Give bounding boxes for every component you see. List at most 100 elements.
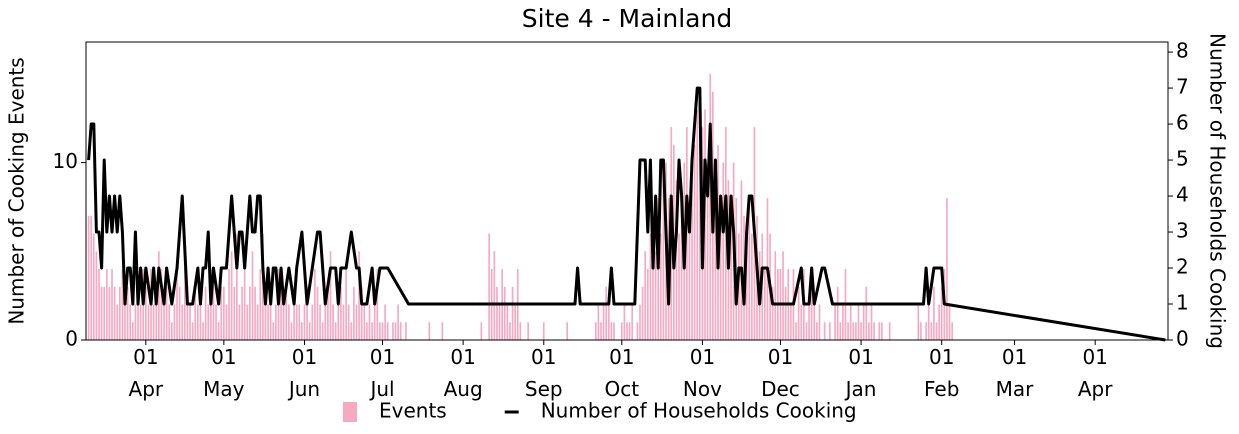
bar xyxy=(259,269,262,340)
bar xyxy=(795,322,797,340)
bar xyxy=(324,304,327,340)
y2-tick-label: 4 xyxy=(1176,183,1189,207)
bar xyxy=(204,286,207,340)
bar xyxy=(121,269,124,340)
bar xyxy=(594,322,597,340)
bar xyxy=(698,91,701,341)
bar xyxy=(100,286,103,340)
bar xyxy=(288,304,290,340)
bar xyxy=(92,233,95,340)
bar xyxy=(636,322,639,340)
bar xyxy=(925,322,927,340)
bar xyxy=(165,286,168,340)
bar xyxy=(797,286,800,340)
bar xyxy=(823,322,826,340)
bar xyxy=(163,304,165,340)
bar xyxy=(321,322,324,340)
bar xyxy=(314,269,316,340)
bar xyxy=(810,286,813,340)
bar xyxy=(394,322,397,340)
bar xyxy=(675,180,678,340)
bar xyxy=(818,304,821,340)
y-tick-label: 0 xyxy=(65,327,78,351)
x-tick-label: 01 Jul xyxy=(368,345,395,401)
bar xyxy=(350,322,353,340)
bar xyxy=(935,322,938,340)
bar xyxy=(170,322,173,340)
bar xyxy=(238,304,241,340)
bar xyxy=(857,304,860,340)
legend-label: Number of Households Cooking xyxy=(541,399,857,423)
bar xyxy=(241,286,243,340)
bar xyxy=(230,251,233,340)
bar xyxy=(600,322,602,340)
bar xyxy=(480,322,483,340)
bar xyxy=(597,304,600,340)
bar xyxy=(108,286,111,340)
bar xyxy=(293,286,295,340)
bar xyxy=(527,322,529,340)
bar xyxy=(386,322,389,340)
bar xyxy=(95,251,98,340)
legend-swatch xyxy=(343,402,357,422)
bar xyxy=(186,286,189,340)
bar xyxy=(217,322,220,340)
x-tick-label: 01 Apr xyxy=(129,345,164,401)
bar xyxy=(940,286,943,340)
bar xyxy=(623,304,626,340)
bar xyxy=(688,215,691,340)
bar xyxy=(441,322,444,340)
bar xyxy=(849,304,852,340)
bar xyxy=(745,251,748,340)
bar xyxy=(290,322,293,340)
bar xyxy=(246,304,249,340)
x-tick-label: 01 Nov xyxy=(683,345,722,401)
bar xyxy=(602,304,605,340)
bar xyxy=(282,304,285,340)
bar xyxy=(852,322,855,340)
bar xyxy=(696,109,699,341)
bar xyxy=(652,215,654,340)
bar xyxy=(493,251,496,340)
bar xyxy=(816,322,818,340)
bar xyxy=(189,304,191,340)
bar xyxy=(782,251,784,340)
bar xyxy=(428,322,431,340)
bar xyxy=(285,286,288,340)
bar xyxy=(620,322,623,340)
bar xyxy=(342,304,345,340)
bar xyxy=(220,286,223,340)
bar xyxy=(197,304,199,340)
bar xyxy=(111,269,113,340)
bar xyxy=(137,286,139,340)
bar xyxy=(384,304,386,340)
bar xyxy=(631,304,634,340)
bar xyxy=(948,304,951,340)
bar xyxy=(740,180,743,340)
bar xyxy=(405,322,407,340)
bar xyxy=(249,286,251,340)
bar xyxy=(225,304,228,340)
x-tick-label: 01 May xyxy=(203,345,245,401)
y2-tick-label: 0 xyxy=(1176,327,1189,351)
bar xyxy=(938,304,940,340)
bar xyxy=(659,233,662,340)
bar xyxy=(842,304,844,340)
bar xyxy=(118,286,121,340)
x-tick-label: 01 Aug xyxy=(444,345,483,401)
bar xyxy=(202,322,204,340)
bar xyxy=(90,215,93,340)
bar xyxy=(873,322,875,340)
bar xyxy=(379,322,381,340)
bar xyxy=(868,322,870,340)
x-tick-label: 01 Mar xyxy=(996,345,1035,401)
bar xyxy=(144,286,147,340)
bar xyxy=(800,304,803,340)
bar xyxy=(649,233,652,340)
bar xyxy=(334,322,337,340)
bar xyxy=(511,286,514,340)
x-tick-label: 01 Apr xyxy=(1078,345,1113,401)
bar xyxy=(319,304,321,340)
bar xyxy=(862,304,865,340)
bar xyxy=(340,286,342,340)
